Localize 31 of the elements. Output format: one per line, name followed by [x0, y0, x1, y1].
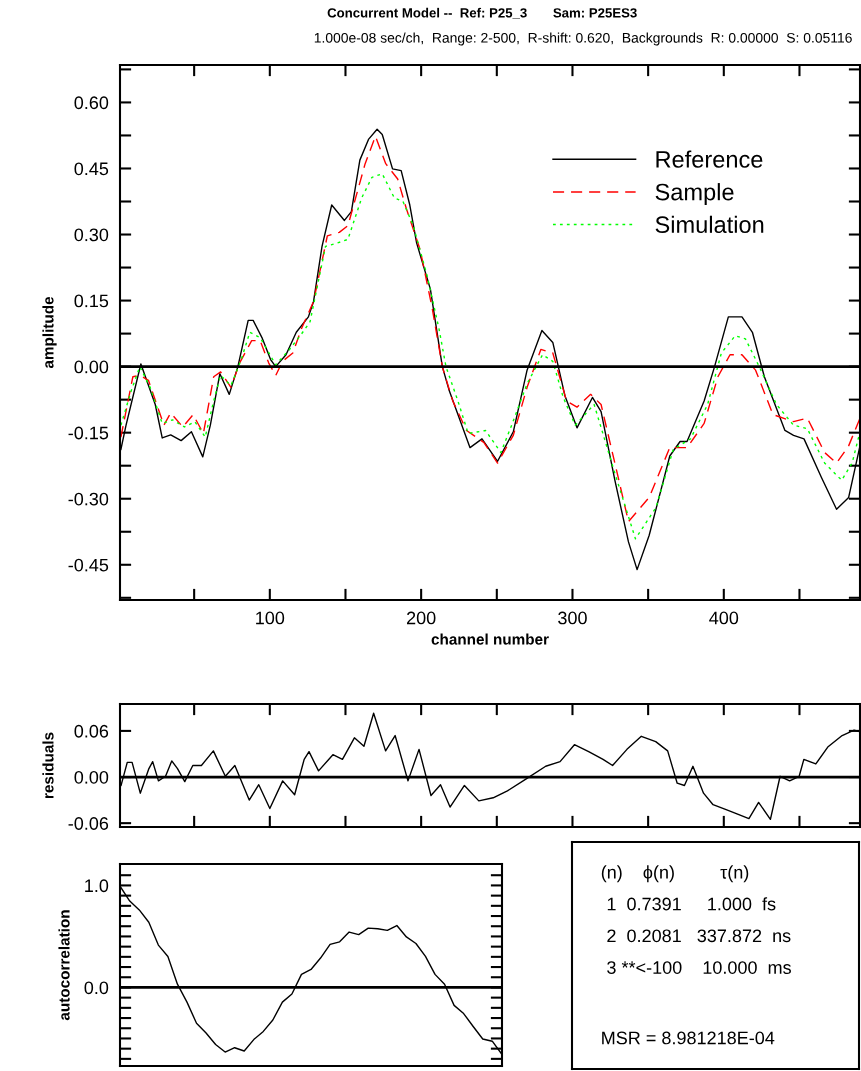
- y-tick-label: 1.0: [85, 879, 109, 893]
- text: 3 **<-100 10.000 ms: [607, 961, 791, 974]
- x-tick-label: 200: [406, 611, 436, 625]
- chart-title: Concurrent Model -- Ref: P25_3 Sam: P25ES3: [327, 7, 637, 20]
- x-tick-label: 400: [709, 611, 739, 625]
- y-axis-title: autocorrelation: [58, 910, 70, 1021]
- legend-label: Reference: [656, 150, 763, 168]
- legend-label: Sample: [655, 183, 734, 206]
- x-axis-title: channel number: [431, 633, 549, 645]
- text: MSR = 8.981218E-04: [602, 1031, 775, 1045]
- y-tick-label: 0.06: [74, 724, 109, 738]
- chart-subtitle: 1.000e-08 sec/ch, Range: 2-500, R-shift: 0.620, Backgrounds R: 0.00000 S: 0.05116: [314, 32, 852, 46]
- x-tick-label: 300: [558, 611, 587, 625]
- y-tick-label: 0.30: [74, 228, 109, 242]
- y-tick-label: 0.0: [84, 981, 109, 995]
- text: (n) ϕ(n) τ(n): [601, 865, 749, 883]
- y-tick-label: 0.00: [74, 770, 109, 784]
- y-axis-title: residuals: [42, 732, 54, 799]
- x-tick-label: 100: [256, 611, 285, 625]
- y-tick-label: -0.06: [68, 817, 109, 830]
- y-tick-label: -0.15: [68, 426, 109, 440]
- legend-label: Simulation: [655, 215, 764, 234]
- y-tick-label: -0.30: [68, 492, 109, 506]
- y-tick-label: -0.45: [68, 558, 109, 572]
- text: 2 0.2081 337.872 ns: [607, 929, 791, 943]
- y-tick-label: 0.60: [74, 96, 109, 110]
- y-tick-label: 0.15: [74, 294, 109, 308]
- y-tick-label: 0.00: [74, 360, 109, 374]
- y-tick-label: 0.45: [74, 162, 109, 176]
- text: 1 0.7391 1.000 fs: [607, 897, 776, 911]
- y-axis-title: amplitude: [42, 296, 57, 369]
